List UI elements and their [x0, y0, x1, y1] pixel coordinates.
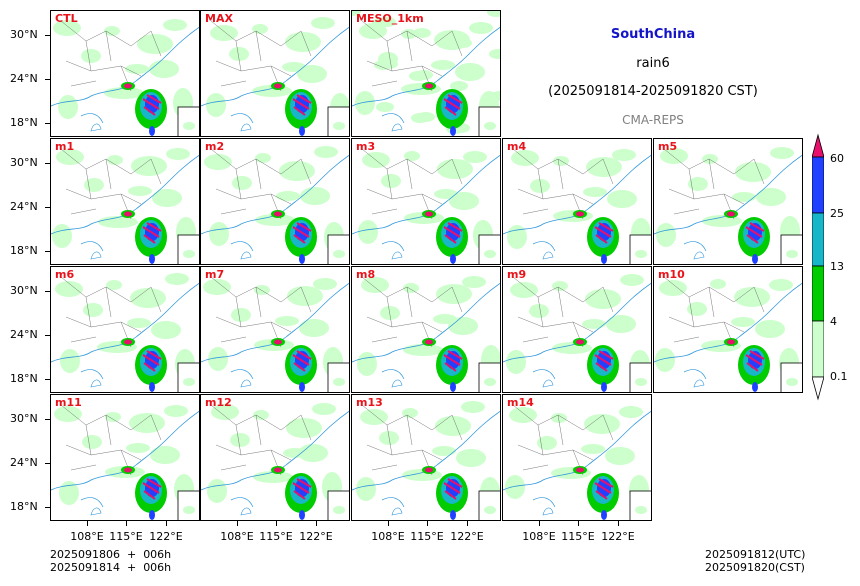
longitude-tick-mark: [126, 521, 127, 526]
longitude-tick-label: 115°E: [410, 530, 444, 543]
longitude-tick-label: 122°E: [601, 530, 635, 543]
longitude-tick-label: 108°E: [220, 530, 254, 543]
longitude-tick-label: 122°E: [299, 530, 333, 543]
longitude-tick-label: 115°E: [561, 530, 595, 543]
longitude-tick-mark: [166, 521, 167, 526]
latitude-tick-mark: [45, 123, 50, 124]
longitude-tick-mark: [427, 521, 428, 526]
longitude-tick-mark: [388, 521, 389, 526]
map-panel: m4: [502, 138, 652, 265]
longitude-tick-label: 108°E: [70, 530, 104, 543]
map-panel: MAX: [200, 10, 350, 137]
longitude-tick-label: 122°E: [149, 530, 183, 543]
latitude-tick-label: 24°N: [10, 72, 38, 85]
map-panel: m7: [200, 266, 350, 393]
longitude-tick-mark: [539, 521, 540, 526]
panel-label: CTL: [55, 12, 78, 25]
latitude-tick-mark: [45, 35, 50, 36]
map-panel: m14: [502, 394, 652, 521]
longitude-tick-mark: [276, 521, 277, 526]
colorbar-level-13: 13: [830, 260, 844, 273]
colorbar-level-4: 4: [830, 315, 837, 328]
longitude-tick-label: 115°E: [109, 530, 143, 543]
latitude-tick-label: 30°N: [10, 284, 38, 297]
period-title: (2025091814-2025091820 CST): [548, 84, 758, 99]
latitude-tick-label: 18°N: [10, 500, 38, 513]
map-panel: m11: [50, 394, 200, 521]
valid-time-cst: 2025091820(CST): [705, 561, 805, 574]
panel-label: m4: [507, 140, 527, 153]
latitude-tick-label: 30°N: [10, 28, 38, 41]
longitude-tick-label: 108°E: [371, 530, 405, 543]
map-panel: m6: [50, 266, 200, 393]
colorbar-graphic: [811, 133, 825, 401]
map-panel: m5: [653, 138, 803, 265]
panel-label: m1: [55, 140, 75, 153]
panel-label: m2: [205, 140, 225, 153]
longitude-tick-mark: [467, 521, 468, 526]
latitude-tick-mark: [45, 463, 50, 464]
panel-label: MESO_1km: [356, 12, 424, 25]
latitude-tick-mark: [45, 507, 50, 508]
latitude-tick-mark: [45, 335, 50, 336]
model-title: CMA-REPS: [622, 113, 684, 127]
latitude-tick-label: 18°N: [10, 116, 38, 129]
panel-label: m7: [205, 268, 225, 281]
latitude-tick-label: 24°N: [10, 328, 38, 341]
variable-title: rain6: [636, 56, 670, 71]
latitude-tick-label: 24°N: [10, 456, 38, 469]
panel-label: m10: [658, 268, 685, 281]
map-panel: m1: [50, 138, 200, 265]
region-title: SouthChina: [610, 27, 696, 42]
panel-label: m9: [507, 268, 527, 281]
latitude-tick-label: 30°N: [10, 156, 38, 169]
map-panel: m2: [200, 138, 350, 265]
latitude-tick-mark: [45, 207, 50, 208]
latitude-tick-label: 24°N: [10, 200, 38, 213]
panel-label: m6: [55, 268, 75, 281]
panel-label: m8: [356, 268, 376, 281]
map-panel: m12: [200, 394, 350, 521]
longitude-tick-mark: [316, 521, 317, 526]
valid-time-utc: 2025091812(UTC): [705, 548, 806, 561]
colorbar-level-25: 25: [830, 207, 844, 220]
map-panel: m10: [653, 266, 803, 393]
latitude-tick-label: 18°N: [10, 372, 38, 385]
longitude-tick-mark: [87, 521, 88, 526]
latitude-tick-mark: [45, 419, 50, 420]
panel-label: m12: [205, 396, 232, 409]
longitude-tick-mark: [578, 521, 579, 526]
panel-label: m14: [507, 396, 534, 409]
latitude-tick-mark: [45, 291, 50, 292]
map-panel: MESO_1km: [351, 10, 501, 137]
colorbar-level-0.1: 0.1: [830, 370, 848, 383]
longitude-tick-label: 122°E: [450, 530, 484, 543]
latitude-tick-mark: [45, 163, 50, 164]
colorbar-level-60: 60: [830, 152, 844, 165]
map-panel: m13: [351, 394, 501, 521]
map-panel: m8: [351, 266, 501, 393]
panel-label: m3: [356, 140, 376, 153]
longitude-tick-label: 115°E: [259, 530, 293, 543]
panel-label: MAX: [205, 12, 233, 25]
latitude-tick-mark: [45, 379, 50, 380]
latitude-tick-mark: [45, 79, 50, 80]
panel-label: m5: [658, 140, 678, 153]
map-panel: m9: [502, 266, 652, 393]
latitude-tick-label: 30°N: [10, 412, 38, 425]
init-time-cst: 2025091814 + 006h: [50, 561, 172, 574]
map-panel: m3: [351, 138, 501, 265]
panel-label: m11: [55, 396, 82, 409]
panel-label: m13: [356, 396, 383, 409]
colorbar: [811, 133, 825, 401]
latitude-tick-label: 18°N: [10, 244, 38, 257]
longitude-tick-mark: [237, 521, 238, 526]
longitude-tick-mark: [618, 521, 619, 526]
map-panel: CTL: [50, 10, 200, 137]
latitude-tick-mark: [45, 251, 50, 252]
init-time-utc: 2025091806 + 006h: [50, 548, 172, 561]
longitude-tick-label: 108°E: [522, 530, 556, 543]
